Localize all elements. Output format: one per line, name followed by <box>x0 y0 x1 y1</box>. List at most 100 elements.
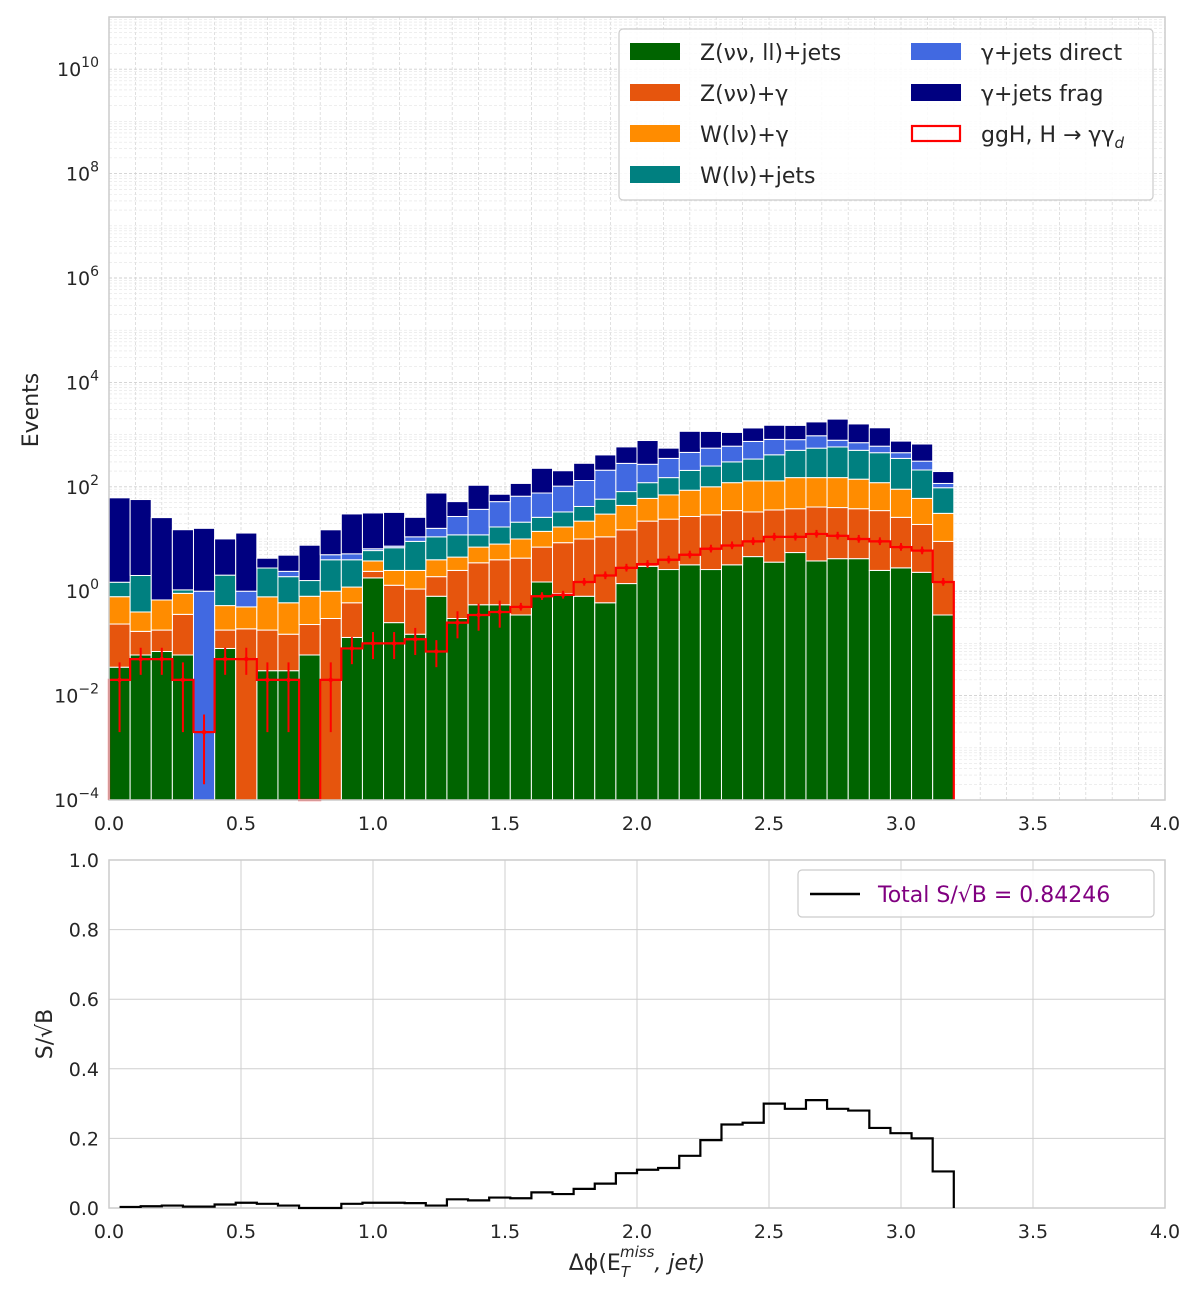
signal-point <box>877 539 883 544</box>
bar-segment <box>678 451 701 471</box>
bottom-y-tick-label: 0.6 <box>69 989 99 1011</box>
bar-segment <box>636 497 659 522</box>
bar-segment <box>277 570 300 578</box>
signal-point <box>391 641 397 646</box>
bar-segment <box>805 560 828 801</box>
top-y-tick-label: 1010 <box>57 55 99 81</box>
bar-segment <box>594 498 617 515</box>
bottom-x-ticks: 0.0 0.5 1.0 1.5 2.0 2.5 3.0 3.5 4.0 <box>94 1221 1180 1243</box>
bar-segment <box>657 457 680 479</box>
bar-segment <box>889 457 913 490</box>
signal-point <box>117 677 122 683</box>
signal-point <box>708 546 714 551</box>
signal-point <box>539 594 545 599</box>
bar-segment <box>742 556 765 801</box>
bar-segment <box>889 516 913 569</box>
bar-segment <box>319 554 342 561</box>
bar-segment <box>763 438 786 456</box>
legend-swatch <box>630 125 680 142</box>
bar-segment <box>488 501 511 528</box>
signal-point <box>814 531 819 537</box>
bar-segment <box>911 460 934 471</box>
bar-segment <box>108 623 131 668</box>
bar-segment <box>657 569 680 801</box>
bar-segment <box>340 586 363 604</box>
bottom-legend-label: Total S/√B = 0.84246 <box>877 883 1110 908</box>
bar-segment <box>319 590 342 619</box>
bar-segment <box>446 534 469 558</box>
bar-segment <box>784 552 807 801</box>
bar-segment <box>404 633 427 801</box>
signal-point <box>434 649 439 654</box>
bar-segment <box>826 446 849 479</box>
bar-segment <box>847 423 870 444</box>
bar-segment <box>742 511 765 558</box>
signal-point <box>497 609 502 615</box>
signal-point <box>941 579 946 585</box>
signal-step-line <box>107 532 955 802</box>
bottom-panel: 0.0 0.5 1.0 1.5 2.0 2.5 3.0 3.5 4.0 0.0 0.2 0.4 0.6… <box>33 850 1180 1281</box>
bar-segment <box>446 617 469 801</box>
bar-segment <box>932 471 955 484</box>
bar-segment <box>383 547 406 571</box>
bar-segment <box>784 439 807 451</box>
bar-segment <box>361 512 385 550</box>
bar-segment <box>530 516 554 532</box>
top-y-tick-label: 108 <box>66 160 99 186</box>
bar-segment <box>425 576 448 597</box>
significance-step-line <box>119 1099 955 1210</box>
signal-point <box>201 729 207 735</box>
bar-segment <box>404 536 427 542</box>
bar-segment <box>615 491 638 506</box>
bottom-y-tick-label: 1.0 <box>69 850 99 872</box>
bar-segment <box>573 538 596 597</box>
bar-segment <box>530 530 554 548</box>
signal-point <box>370 641 376 646</box>
bar-segment <box>108 581 131 598</box>
signal-point <box>560 592 566 598</box>
bottom-x-tick-label: 1.5 <box>490 1221 520 1243</box>
bottom-y-tick-label: 0.8 <box>69 920 99 942</box>
top-legend: Z(νν, ll)+jets Z(νν)+γ W(lν)+γ W(lν)+jets γ+… <box>618 28 1154 201</box>
bar-segment <box>467 546 490 564</box>
bottom-x-tick-label: 2.0 <box>622 1221 652 1243</box>
bar-segment <box>657 447 680 459</box>
top-x-ticks: 0.0 0.5 1.0 1.5 2.0 2.5 3.0 3.5 4.0 <box>94 813 1180 835</box>
bar-segment <box>678 489 701 517</box>
signal-point <box>476 612 481 618</box>
signal-point <box>138 656 143 662</box>
bar-segment <box>932 512 955 542</box>
bar-segment <box>256 596 279 631</box>
bar-segment <box>594 513 617 538</box>
bar-segment <box>636 565 659 801</box>
bar-segment <box>636 482 659 499</box>
bar-segment <box>742 458 765 482</box>
bar-segment <box>467 604 490 801</box>
top-y-ticks: 10−4 10−2 100 102 104 106 108 1010 <box>54 55 99 812</box>
bar-segment <box>573 520 596 540</box>
bar-segment <box>573 480 596 507</box>
bar-segment <box>911 497 934 525</box>
bar-segment <box>425 527 448 538</box>
bar-segment <box>594 602 617 801</box>
bar-segment <box>657 477 680 496</box>
signal-point <box>687 552 692 557</box>
bar-segment <box>425 536 448 561</box>
bottom-frame <box>108 859 1166 1209</box>
bar-segment <box>889 440 913 454</box>
bar-segment <box>805 421 828 437</box>
bar-segment <box>699 514 722 571</box>
legend-label: W(lν)+γ <box>700 123 789 148</box>
bar-segment <box>150 517 173 601</box>
bar-segment <box>235 590 258 608</box>
bar-segment <box>615 446 638 464</box>
bar-segment <box>932 487 955 514</box>
bar-segment <box>552 511 575 528</box>
legend-label: ggH, H → γγd <box>981 123 1124 152</box>
bar-segment <box>319 529 342 556</box>
bar-segment <box>340 559 363 588</box>
bar-segment <box>699 430 722 449</box>
bottom-x-tick-label: 0.5 <box>226 1221 256 1243</box>
bar-segment <box>699 486 722 516</box>
bar-segment <box>552 485 575 513</box>
